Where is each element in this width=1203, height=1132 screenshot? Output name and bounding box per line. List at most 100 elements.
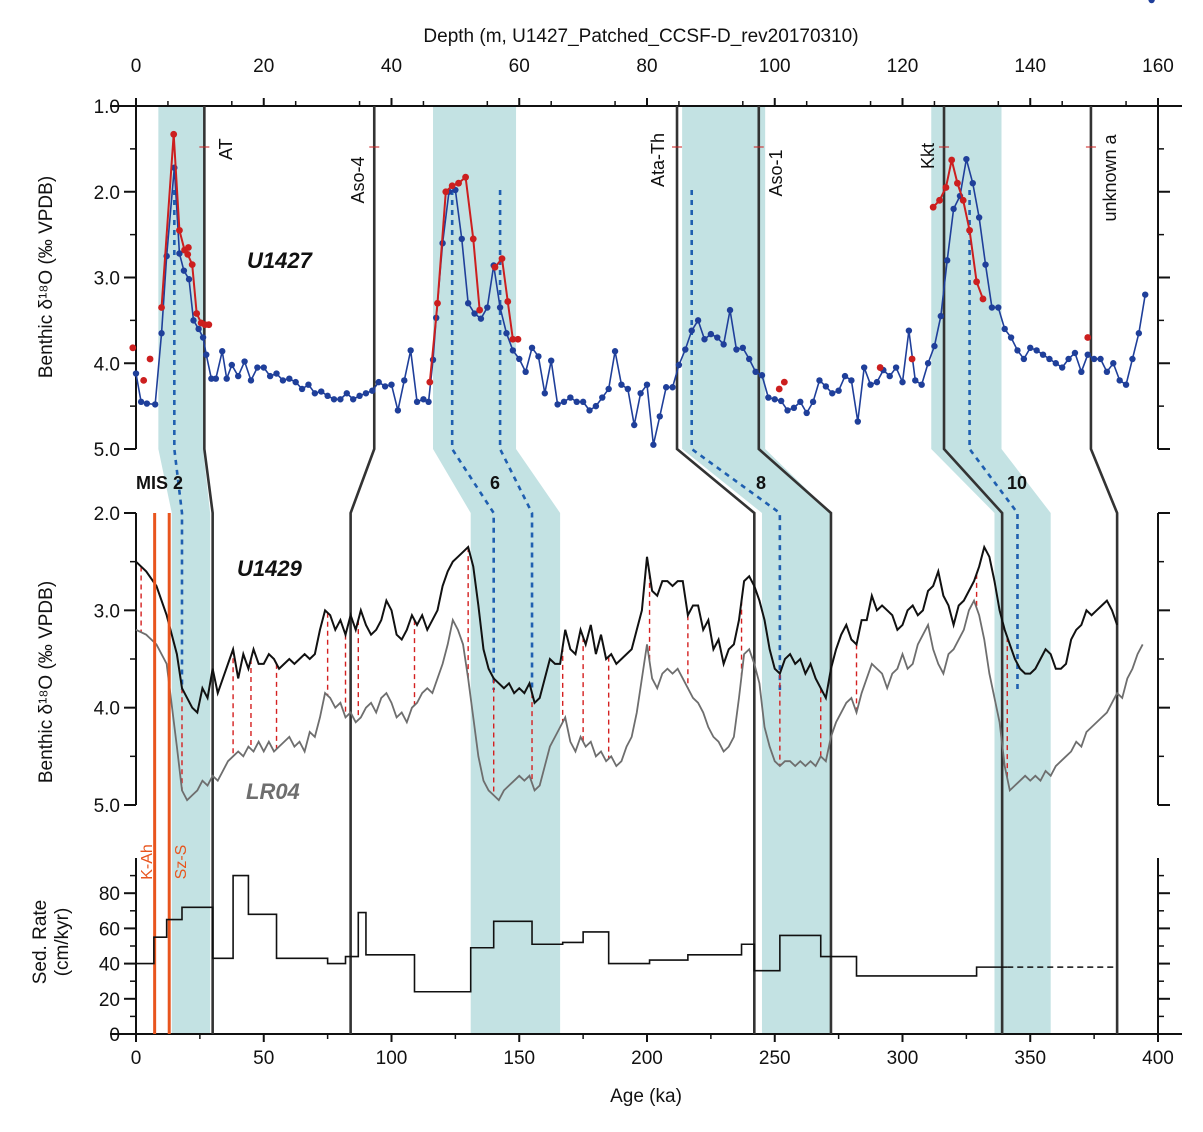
u1427-blue-point [605,385,612,393]
bottom-tick-label: 250 [759,1048,791,1069]
u1427-blue-point [873,378,881,386]
u1427-blue-point [892,364,900,371]
u1427-blue-point [662,384,670,391]
u1427-blue-point [560,398,568,406]
top-tick-label: 120 [887,56,919,77]
u1427-tick-label: 3.0 [94,269,120,290]
tephra-label-sz-s: Sz-S [173,845,190,880]
u1427-blue-point [848,377,855,384]
u1427-blue-point [739,344,747,352]
dashed-link [173,190,184,690]
u1427-blue-point [1090,355,1098,363]
u1427-red-point [908,355,916,363]
u1427-red-point [205,321,213,329]
u1427-red-point [442,188,450,196]
u1427-blue-point [1122,381,1130,388]
u1427-red-point [184,244,192,251]
u1427-red-point [504,298,512,305]
u1427-red-point [942,184,950,191]
u1427-blue-point [286,375,293,382]
top-axis-label: Depth (m, U1427_Patched_CCSF-D_rev201703… [423,26,858,47]
sed-tick-label: 60 [99,919,120,940]
axes: 0 20 40 60 80 100 120 140 1601.02.03.04.05.02.03… [94,56,1182,1069]
u1427-blue-point [1039,351,1047,358]
u1427-blue-point [963,155,970,163]
u1427-red-point [455,179,462,187]
u1427-red-point [184,250,192,258]
u1427-tick-label: 5.0 [94,440,120,461]
u1427-blue-point [535,353,542,360]
u1427-blue-point [337,396,344,403]
u1427-blue-point [318,388,325,395]
u1427-blue-point [375,378,382,386]
u1427-blue-point [484,304,491,311]
u1427-blue-point [1103,368,1111,376]
top-tick-label: 100 [759,56,791,77]
u1427-blue-point [143,400,151,407]
u1427-blue-point [816,377,823,384]
u1427-red-point [476,306,484,314]
u1427-red-point [498,255,506,263]
u1427-red-point [158,304,165,311]
lr04-line [135,598,1144,802]
u1427-blue-point [720,341,727,348]
u1427-blue-point [867,381,874,388]
bottom-axis-label: Age (ka) [610,1086,682,1107]
top-tick-label: 140 [1014,56,1046,77]
u1427-red-point [146,355,154,363]
sed-rate-ylabel-line1: Sed. Rate [30,900,51,985]
u1427-blue-point [516,355,523,363]
u1427-blue-point [618,381,625,388]
u1427-red-point [876,364,884,371]
highlight-band [158,106,211,1034]
bottom-tick-label: 150 [503,1048,535,1069]
tephra-connector [675,106,756,1034]
u1427-ylabel: Benthic δ¹⁸O (‰ VPDB) [36,176,57,378]
u1427-blue-point [1148,0,1155,4]
u1427-red-point [775,385,783,393]
u1427-red-point [193,310,201,317]
u1427-red-point [780,378,788,386]
u1427-blue-point [425,398,432,406]
u1427-blue-point [343,390,350,397]
tephra-connector [1089,106,1119,1034]
u1427-blue-point [176,250,183,257]
dashed-link [450,190,496,690]
u1427-blue-point [924,360,932,367]
u1427-blue-point [975,214,983,221]
bottom-tick-label: 0 [131,1048,142,1069]
u1427-blue-point [266,372,274,380]
u1427-blue-point [503,330,510,337]
bottom-tick-label: 350 [1014,1048,1046,1069]
u1427-red-point [1084,334,1092,341]
u1427-blue-point [1065,355,1072,363]
highlight-band [931,106,1051,1034]
u1427-blue-point [458,235,465,243]
top-tick-label: 160 [1142,56,1174,77]
u1427-blue-point [969,179,976,187]
lr04-panel-label: LR04 [246,779,300,804]
u1427-red-point [948,156,956,164]
sed-rate-ylabel-line2: (cm/kyr) [52,908,73,977]
u1427-red-point [514,335,522,343]
tephra-label-ata-th: Ata-Th [648,133,668,187]
tephra-connector [757,106,833,1034]
sed-tick-label: 0 [109,1025,120,1046]
tephra-connector [203,106,214,1034]
u1427-blue-point [886,372,893,380]
u1427-blue-point [190,317,197,324]
u1427-blue-point [223,375,230,382]
u1427-blue-point [771,396,778,403]
u1427-blue-point [420,396,427,403]
u1427-blue-point [746,355,753,363]
u1427-blue-point [1052,360,1060,367]
u1429-tick-label: 2.0 [94,504,120,525]
u1427-blue-point [682,346,689,353]
u1427-blue-point [860,364,868,371]
tephra-connector [942,106,1004,1034]
sed-rate-panel [136,874,1118,993]
u1427-blue-point [151,401,159,408]
u1427-blue-point [567,394,574,401]
u1429-tick-label: 5.0 [94,796,120,817]
